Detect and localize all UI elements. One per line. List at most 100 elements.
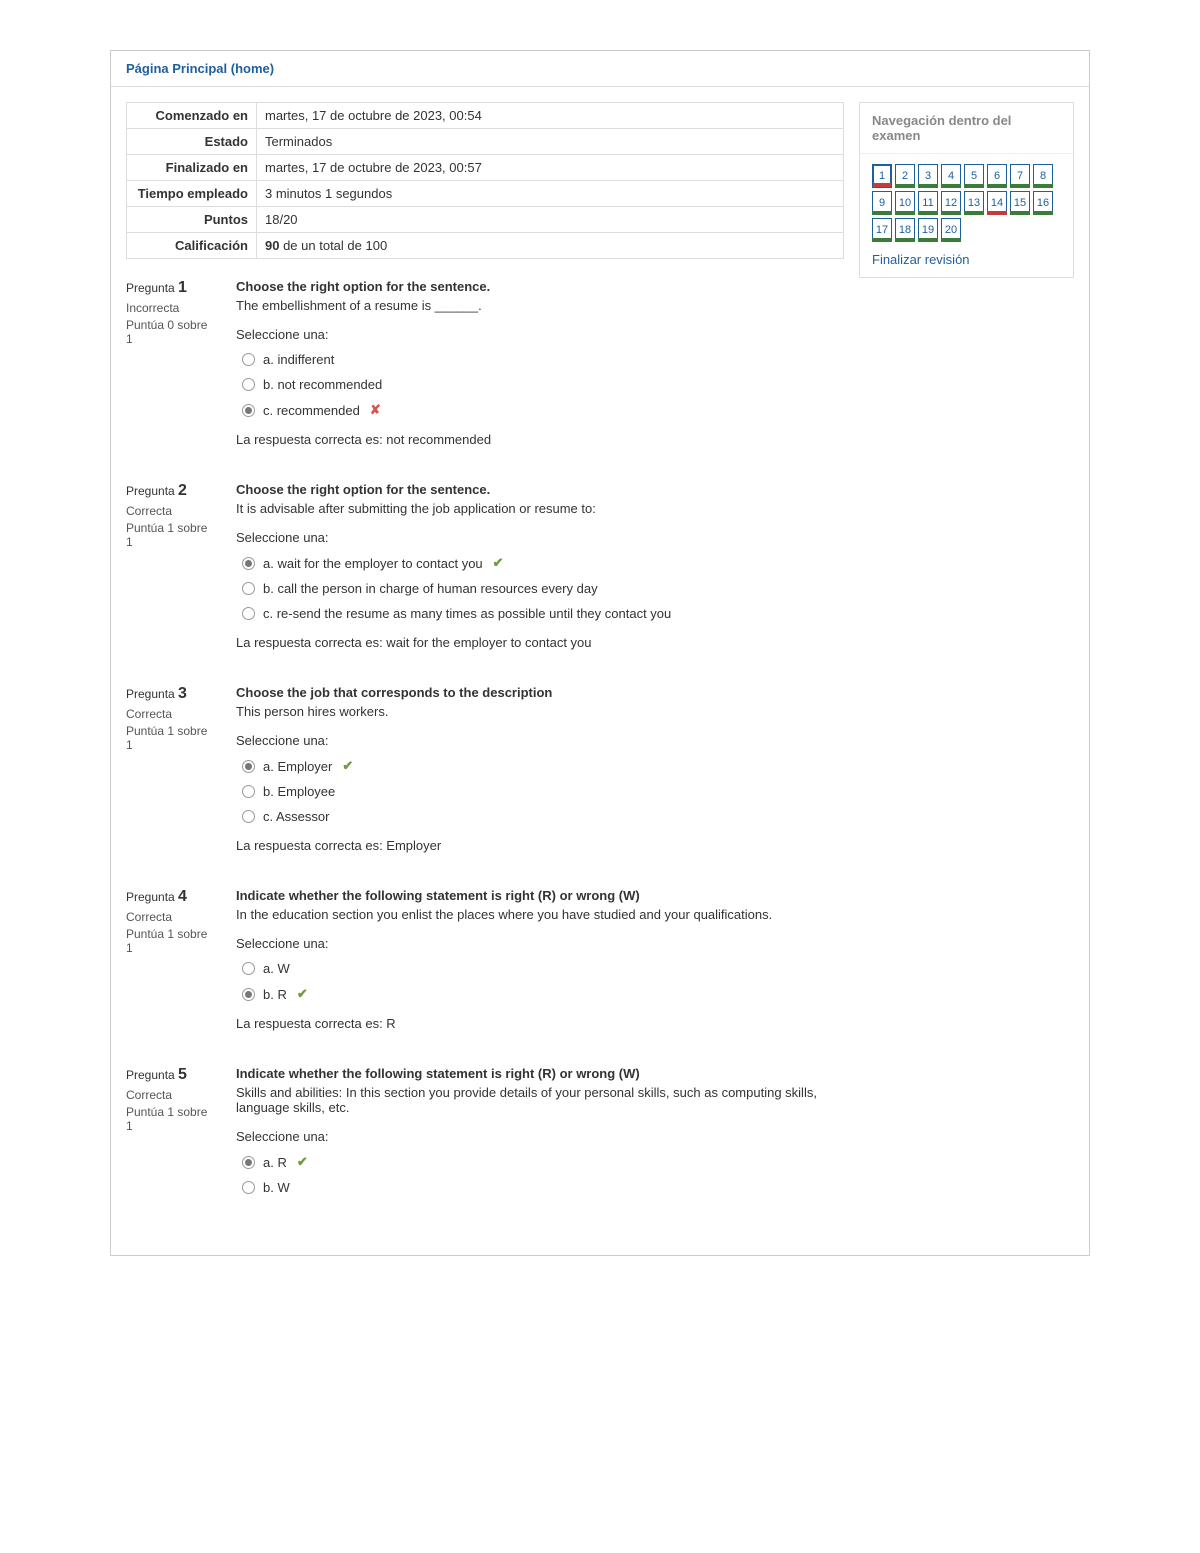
- question-state: Correcta: [126, 910, 216, 924]
- quiz-nav-cell[interactable]: 1: [872, 164, 892, 188]
- option-text: a. W: [263, 961, 290, 976]
- radio-icon[interactable]: [242, 760, 255, 773]
- quiz-nav-cell[interactable]: 13: [964, 191, 984, 215]
- option-row[interactable]: b. call the person in charge of human re…: [236, 581, 844, 596]
- question-info: Pregunta 1IncorrectaPuntúa 0 sobre 1: [126, 279, 216, 447]
- quiz-nav-box: Navegación dentro del examen 12345678 910…: [859, 102, 1074, 278]
- option-text: b. call the person in charge of human re…: [263, 581, 598, 596]
- radio-icon[interactable]: [242, 1156, 255, 1169]
- radio-icon[interactable]: [242, 582, 255, 595]
- main-column: Comenzado enmartes, 17 de octubre de 202…: [126, 102, 844, 1240]
- summary-label: Puntos: [127, 207, 257, 233]
- quiz-nav-cell[interactable]: 17: [872, 218, 892, 242]
- quiz-nav-cell[interactable]: 10: [895, 191, 915, 215]
- quiz-nav-cell[interactable]: 18: [895, 218, 915, 242]
- feedback-text: La respuesta correcta es: R: [236, 1016, 844, 1031]
- question-label: Pregunta 2: [126, 482, 216, 500]
- breadcrumb-home-link[interactable]: Página Principal (home): [126, 61, 274, 76]
- quiz-nav-title: Navegación dentro del examen: [860, 103, 1073, 154]
- radio-icon[interactable]: [242, 962, 255, 975]
- quiz-nav-cell[interactable]: 6: [987, 164, 1007, 188]
- question-prompt-title: Indicate whether the following statement…: [236, 1066, 844, 1081]
- quiz-nav-cell[interactable]: 12: [941, 191, 961, 215]
- summary-row: EstadoTerminados: [127, 129, 844, 155]
- option-row[interactable]: b. R✔: [236, 986, 844, 1002]
- option-text: a. R: [263, 1155, 287, 1170]
- option-row[interactable]: a. W: [236, 961, 844, 976]
- option-row[interactable]: c. recommended✘: [236, 402, 844, 418]
- cross-icon: ✘: [370, 402, 381, 418]
- option-row[interactable]: c. Assessor: [236, 809, 844, 824]
- question-body: Indicate whether the following statement…: [236, 1066, 844, 1205]
- question-block: Pregunta 4CorrectaPuntúa 1 sobre 1Indica…: [126, 888, 844, 1031]
- check-icon: ✔: [297, 1154, 308, 1170]
- question-body: Choose the right option for the sentence…: [236, 279, 844, 447]
- finish-review-link[interactable]: Finalizar revisión: [872, 252, 970, 267]
- option-row[interactable]: a. indifferent: [236, 352, 844, 367]
- radio-icon[interactable]: [242, 1181, 255, 1194]
- radio-icon[interactable]: [242, 557, 255, 570]
- summary-label: Calificación: [127, 233, 257, 259]
- radio-icon[interactable]: [242, 988, 255, 1001]
- quiz-nav-cell[interactable]: 14: [987, 191, 1007, 215]
- question-prompt-title: Choose the right option for the sentence…: [236, 279, 844, 294]
- summary-label: Estado: [127, 129, 257, 155]
- quiz-nav-cell[interactable]: 3: [918, 164, 938, 188]
- question-grade: Puntúa 1 sobre 1: [126, 927, 216, 955]
- quiz-nav-cell[interactable]: 16: [1033, 191, 1053, 215]
- option-text: c. Assessor: [263, 809, 329, 824]
- question-prompt-text: This person hires workers.: [236, 704, 844, 719]
- quiz-nav-cell[interactable]: 19: [918, 218, 938, 242]
- option-row[interactable]: b. W: [236, 1180, 844, 1195]
- option-row[interactable]: b. Employee: [236, 784, 844, 799]
- quiz-nav-cell[interactable]: 7: [1010, 164, 1030, 188]
- quiz-nav-cell[interactable]: 2: [895, 164, 915, 188]
- question-prompt-text: In the education section you enlist the …: [236, 907, 844, 922]
- quiz-nav-body: 1234567891011121314151617181920 Finaliza…: [860, 154, 1073, 277]
- quiz-nav-cell[interactable]: 15: [1010, 191, 1030, 215]
- summary-table: Comenzado enmartes, 17 de octubre de 202…: [126, 102, 844, 259]
- quiz-nav-cell[interactable]: 20: [941, 218, 961, 242]
- summary-label: Comenzado en: [127, 103, 257, 129]
- quiz-nav-cell[interactable]: 5: [964, 164, 984, 188]
- question-prompt-title: Choose the job that corresponds to the d…: [236, 685, 844, 700]
- option-text: a. wait for the employer to contact you: [263, 556, 483, 571]
- summary-value: Terminados: [257, 129, 844, 155]
- quiz-nav-cell[interactable]: 11: [918, 191, 938, 215]
- radio-icon[interactable]: [242, 785, 255, 798]
- option-row[interactable]: a. Employer ✔: [236, 758, 844, 774]
- option-row[interactable]: b. not recommended: [236, 377, 844, 392]
- question-info: Pregunta 3CorrectaPuntúa 1 sobre 1: [126, 685, 216, 853]
- quiz-nav-cell[interactable]: 8: [1033, 164, 1053, 188]
- feedback-text: La respuesta correcta es: wait for the e…: [236, 635, 844, 650]
- summary-row-grade: Calificación90 de un total de 100: [127, 233, 844, 259]
- select-one-label: Seleccione una:: [236, 1129, 844, 1144]
- radio-icon[interactable]: [242, 378, 255, 391]
- feedback-text: La respuesta correcta es: not recommende…: [236, 432, 844, 447]
- question-prompt-text: It is advisable after submitting the job…: [236, 501, 844, 516]
- option-text: b. Employee: [263, 784, 335, 799]
- question-prompt-text: The embellishment of a resume is ______.: [236, 298, 844, 313]
- radio-icon[interactable]: [242, 353, 255, 366]
- question-body: Choose the job that corresponds to the d…: [236, 685, 844, 853]
- check-icon: ✔: [342, 758, 353, 774]
- question-body: Indicate whether the following statement…: [236, 888, 844, 1031]
- option-text: a. Employer: [263, 759, 332, 774]
- option-row[interactable]: a. R ✔: [236, 1154, 844, 1170]
- check-icon: ✔: [493, 555, 504, 571]
- radio-icon[interactable]: [242, 404, 255, 417]
- quiz-nav-cell[interactable]: 9: [872, 191, 892, 215]
- summary-row: Finalizado enmartes, 17 de octubre de 20…: [127, 155, 844, 181]
- option-text: c. re-send the resume as many times as p…: [263, 606, 671, 621]
- summary-value: 18/20: [257, 207, 844, 233]
- question-prompt-text: Skills and abilities: In this section yo…: [236, 1085, 844, 1115]
- radio-icon[interactable]: [242, 607, 255, 620]
- select-one-label: Seleccione una:: [236, 530, 844, 545]
- radio-icon[interactable]: [242, 810, 255, 823]
- question-grade: Puntúa 1 sobre 1: [126, 521, 216, 549]
- option-row[interactable]: c. re-send the resume as many times as p…: [236, 606, 844, 621]
- feedback-text: La respuesta correcta es: Employer: [236, 838, 844, 853]
- quiz-nav-cell[interactable]: 4: [941, 164, 961, 188]
- question-state: Correcta: [126, 504, 216, 518]
- option-row[interactable]: a. wait for the employer to contact you ✔: [236, 555, 844, 571]
